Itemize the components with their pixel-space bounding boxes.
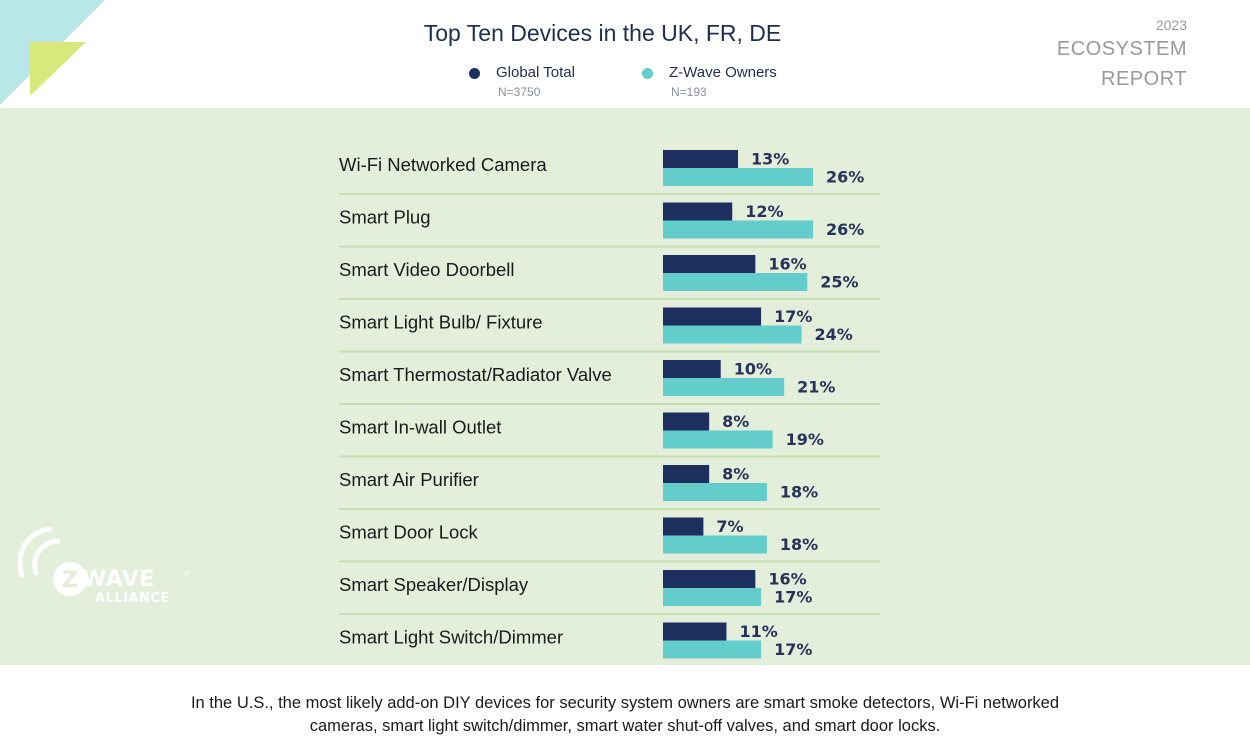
bar-global-total-smart-light-switch-dimmer bbox=[663, 622, 727, 641]
zwave-alliance-logo: Z WAVE ® ALLIANCE bbox=[17, 526, 198, 609]
category-label-smart-light-bulb-fixture: Smart Light Bulb/ Fixture bbox=[339, 312, 543, 333]
wave-arcs-icon: Z bbox=[17, 526, 87, 596]
bar-zwave-owners-smart-light-switch-dimmer bbox=[663, 640, 762, 659]
report-line-2: REPORT bbox=[1101, 68, 1187, 90]
bar-zwave-owners-wi-fi-networked-camera bbox=[663, 168, 814, 186]
bar-zwave-owners-smart-light-bulb-fixture bbox=[663, 325, 802, 344]
data-label-zwave-owners-smart-thermostat-radiator-valve: 21% bbox=[797, 378, 835, 397]
bar-global-total-smart-air-purifier bbox=[663, 465, 710, 483]
data-label-global-total-smart-door-lock: 7% bbox=[716, 517, 743, 536]
legend-n-zwave-owners: N=193 bbox=[671, 85, 707, 99]
data-label-zwave-owners-smart-video-doorbell: 25% bbox=[820, 273, 858, 292]
bar-zwave-owners-smart-door-lock bbox=[663, 535, 767, 554]
data-label-global-total-smart-thermostat-radiator-valve: 10% bbox=[734, 360, 772, 379]
legend-n-global-total: N=3750 bbox=[498, 85, 541, 99]
category-label-smart-light-switch-dimmer: Smart Light Switch/Dimmer bbox=[339, 627, 563, 648]
category-label-smart-speaker-display: Smart Speaker/Display bbox=[339, 574, 529, 595]
bar-zwave-owners-smart-video-doorbell bbox=[663, 273, 808, 291]
corner-decoration bbox=[0, 0, 105, 105]
data-label-zwave-owners-smart-light-switch-dimmer: 17% bbox=[774, 640, 812, 659]
legend-label-zwave-owners: Z-Wave Owners bbox=[669, 64, 777, 81]
report-badge: 2023 ECOSYSTEM REPORT bbox=[1057, 16, 1187, 94]
bar-global-total-smart-speaker-display bbox=[663, 570, 756, 588]
category-label-smart-air-purifier: Smart Air Purifier bbox=[339, 469, 479, 490]
category-label-smart-plug: Smart Plug bbox=[339, 207, 431, 228]
caption-line-2: cameras, smart light switch/dimmer, smar… bbox=[309, 717, 941, 735]
report-year: 2023 bbox=[1155, 17, 1187, 33]
legend-label-global-total: Global Total bbox=[496, 64, 575, 81]
data-label-global-total-smart-in-wall-outlet: 8% bbox=[722, 412, 749, 431]
bar-global-total-smart-thermostat-radiator-valve bbox=[663, 360, 721, 378]
bar-global-total-smart-video-doorbell bbox=[663, 255, 756, 273]
bar-zwave-owners-smart-air-purifier bbox=[663, 483, 767, 501]
logo-wave-text: WAVE bbox=[82, 567, 155, 592]
data-label-global-total-smart-light-switch-dimmer: 11% bbox=[739, 622, 777, 641]
data-label-global-total-smart-speaker-display: 16% bbox=[768, 570, 806, 589]
chart-title: Top Ten Devices in the UK, FR, DE bbox=[423, 20, 782, 46]
chart-background-band bbox=[0, 108, 1250, 665]
bar-global-total-smart-in-wall-outlet bbox=[663, 412, 710, 431]
bar-zwave-owners-smart-thermostat-radiator-valve bbox=[663, 378, 785, 396]
data-label-global-total-smart-light-bulb-fixture: 17% bbox=[774, 307, 812, 326]
data-label-global-total-smart-air-purifier: 8% bbox=[722, 465, 749, 484]
data-label-zwave-owners-smart-plug: 26% bbox=[826, 220, 864, 239]
category-label-smart-video-doorbell: Smart Video Doorbell bbox=[339, 259, 515, 280]
bar-global-total-smart-door-lock bbox=[663, 517, 704, 536]
data-label-zwave-owners-smart-air-purifier: 18% bbox=[780, 483, 818, 502]
bar-zwave-owners-smart-plug bbox=[663, 220, 814, 239]
category-label-smart-thermostat-radiator-valve: Smart Thermostat/Radiator Valve bbox=[339, 364, 612, 385]
category-label-smart-door-lock: Smart Door Lock bbox=[339, 522, 479, 543]
bar-zwave-owners-smart-speaker-display bbox=[663, 588, 762, 606]
data-label-global-total-smart-video-doorbell: 16% bbox=[768, 255, 806, 274]
bar-global-total-wi-fi-networked-camera bbox=[663, 150, 739, 168]
bar-zwave-owners-smart-in-wall-outlet bbox=[663, 430, 773, 449]
bar-global-total-smart-light-bulb-fixture bbox=[663, 307, 762, 326]
caption: In the U.S., the most likely add-on DIY … bbox=[0, 692, 1250, 738]
data-label-global-total-wi-fi-networked-camera: 13% bbox=[751, 150, 789, 169]
logo-registered-mark: ® bbox=[184, 569, 190, 578]
data-label-global-total-smart-plug: 12% bbox=[745, 202, 783, 221]
category-label-wi-fi-networked-camera: Wi-Fi Networked Camera bbox=[339, 154, 547, 175]
data-label-zwave-owners-smart-light-bulb-fixture: 24% bbox=[814, 325, 852, 344]
report-line-1: ECOSYSTEM bbox=[1056, 38, 1187, 60]
caption-line-1: In the U.S., the most likely add-on DIY … bbox=[190, 694, 1060, 712]
bar-global-total-smart-plug bbox=[663, 202, 733, 221]
legend-swatch-zwave-owners bbox=[642, 68, 653, 79]
data-label-zwave-owners-smart-speaker-display: 17% bbox=[774, 588, 812, 607]
legend-swatch-global-total bbox=[469, 68, 480, 79]
category-label-smart-in-wall-outlet: Smart In-wall Outlet bbox=[339, 417, 501, 438]
logo-alliance-text: ALLIANCE bbox=[95, 591, 170, 606]
logo-z-letter: Z bbox=[62, 568, 78, 593]
data-label-zwave-owners-wi-fi-networked-camera: 26% bbox=[826, 168, 864, 187]
data-label-zwave-owners-smart-door-lock: 18% bbox=[780, 535, 818, 554]
data-label-zwave-owners-smart-in-wall-outlet: 19% bbox=[786, 430, 824, 449]
